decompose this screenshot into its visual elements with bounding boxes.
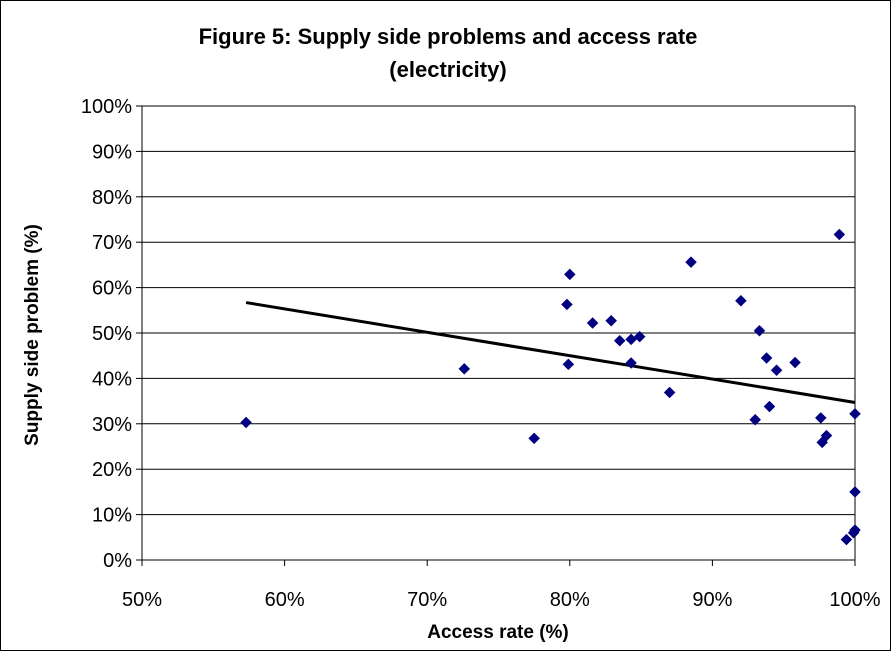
- data-point: [586, 317, 599, 329]
- y-tick-label: 100%: [81, 96, 132, 118]
- data-point: [763, 400, 776, 413]
- y-tick-label: 60%: [92, 278, 132, 300]
- chart-title-line-1: Figure 5: Supply side problems and acces…: [199, 24, 698, 49]
- x-tick-label: 60%: [265, 589, 305, 611]
- data-point: [849, 407, 861, 420]
- data-point: [770, 364, 783, 377]
- x-tick-labels: 50% 60% 70% 80% 90% 100%: [122, 589, 881, 611]
- data-point: [563, 268, 576, 281]
- y-tick-label: 30%: [92, 414, 132, 436]
- data-point: [849, 486, 861, 498]
- gridlines: [142, 105, 855, 516]
- y-tick-label: 70%: [92, 232, 132, 254]
- data-point: [789, 356, 801, 369]
- x-tick-label: 90%: [692, 589, 732, 611]
- x-tick-label: 70%: [407, 589, 447, 611]
- y-tick-label: 90%: [92, 141, 132, 163]
- data-point: [562, 358, 575, 371]
- y-tick-label: 80%: [92, 187, 132, 209]
- y-tick-label: 20%: [92, 459, 132, 481]
- data-point: [240, 416, 252, 429]
- x-tick-label: 80%: [550, 589, 590, 611]
- data-point: [753, 324, 766, 337]
- data-point: [849, 524, 861, 536]
- data-point: [833, 228, 846, 241]
- data-point: [685, 256, 697, 269]
- y-tick-label: 0%: [103, 550, 132, 572]
- data-point: [663, 386, 676, 399]
- chart-title-line-2: (electricity): [389, 57, 506, 82]
- x-axis-title: Access rate (%): [427, 622, 569, 643]
- y-tick-label: 40%: [92, 368, 132, 390]
- data-points: [240, 228, 861, 546]
- trendline: [245, 301, 856, 404]
- trendline-group: [245, 301, 856, 404]
- data-point: [613, 334, 626, 347]
- data-point: [458, 363, 471, 375]
- y-axis-title: Supply side problem (%): [22, 224, 43, 446]
- data-point: [760, 352, 773, 364]
- data-point: [814, 412, 827, 424]
- data-point: [735, 294, 747, 307]
- data-point: [840, 533, 853, 546]
- y-tick-label: 10%: [92, 505, 132, 527]
- data-point: [605, 314, 618, 327]
- y-tick-label: 50%: [92, 323, 132, 345]
- x-tick-label: 50%: [122, 589, 162, 611]
- axes: [136, 105, 856, 566]
- data-point: [625, 357, 637, 369]
- y-tick-labels: 0% 10% 20% 30% 40% 50% 60% 70% 80% 90% 100%: [81, 96, 132, 572]
- data-point: [528, 432, 541, 445]
- data-point: [633, 330, 646, 343]
- data-point: [749, 413, 762, 426]
- data-point: [820, 429, 833, 442]
- data-point: [561, 298, 573, 311]
- x-tick-label: 100%: [829, 589, 880, 611]
